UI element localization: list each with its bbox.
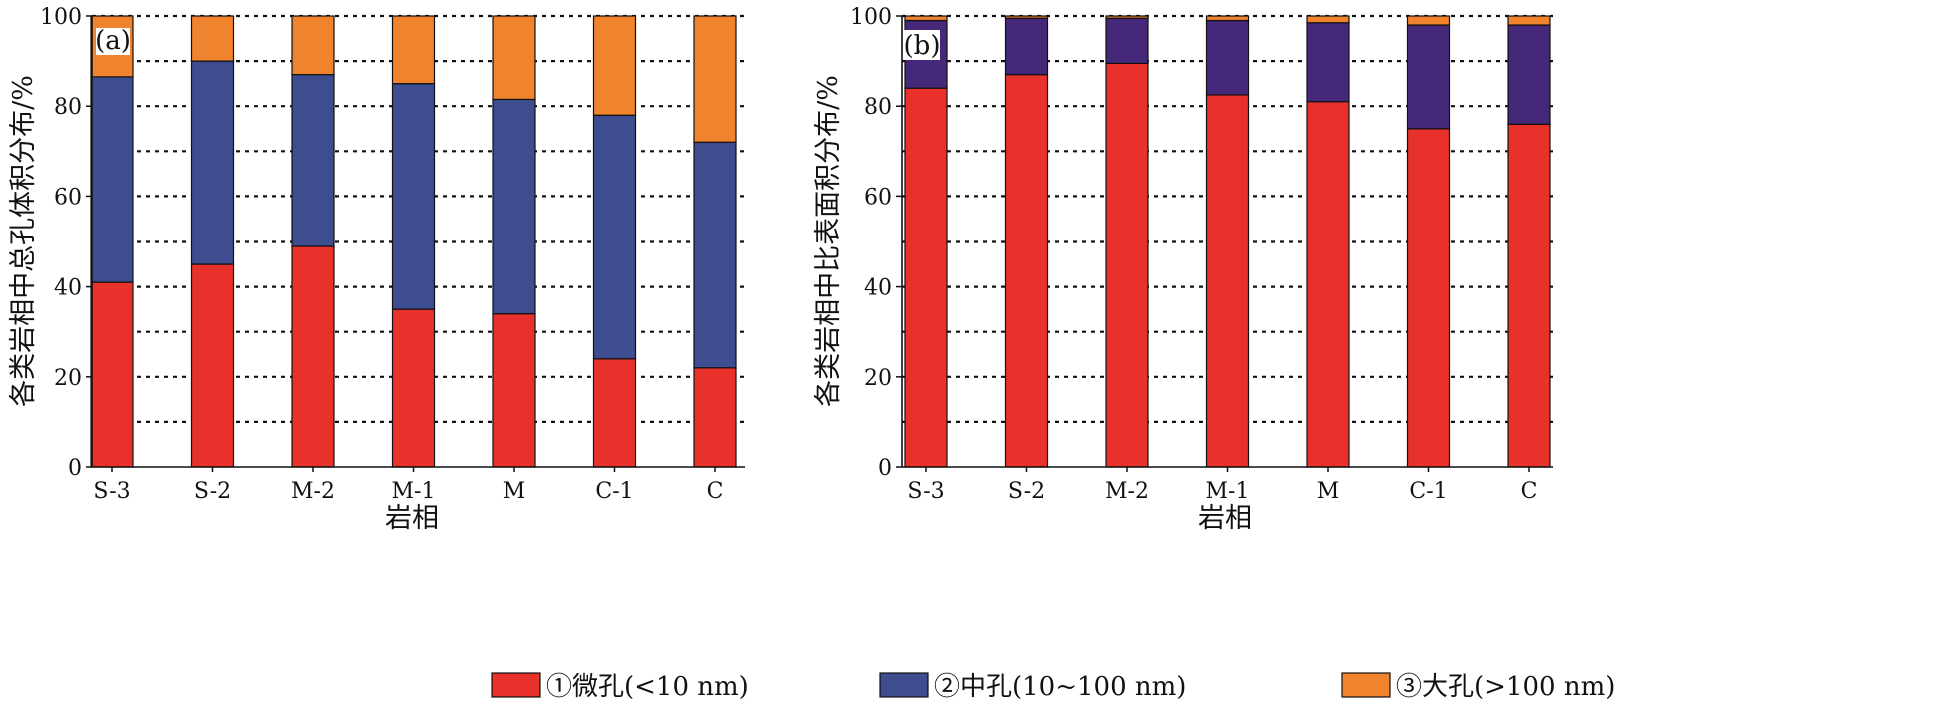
legend-label: ②中孔(10~100 nm) <box>934 672 1186 702</box>
legend-swatch <box>1341 672 1391 698</box>
legend: ①微孔(<10 nm) ②中孔(10~100 nm) ③大孔(>100 nm) <box>491 672 1615 702</box>
x-tick-label: M-2 <box>1105 479 1149 504</box>
panel-label-background <box>904 30 940 60</box>
x-tick-label: S-2 <box>194 479 231 504</box>
bar-segment <box>1205 94 1250 468</box>
bar-segment <box>291 74 335 247</box>
y-tick-label: 100 <box>850 5 892 30</box>
bar-segment <box>592 114 637 360</box>
y-tick-label: 40 <box>864 276 892 301</box>
panel-b-chart: S-3 S-2 M-2 M-1 M C-1 C 0 20 40 60 80 100 各类岩相中比表面积分布… <box>813 5 1553 534</box>
bar-segment <box>1406 24 1451 130</box>
y-tick-label: 80 <box>54 95 82 120</box>
x-tick-label: C <box>1521 479 1538 504</box>
x-tick-label: M-1 <box>392 479 436 504</box>
bar-segment <box>1406 128 1451 468</box>
bar-segment <box>492 15 536 101</box>
bar-segment <box>1205 19 1250 96</box>
bar-segment <box>190 15 235 62</box>
legend-label: ③大孔(>100 nm) <box>1396 672 1615 702</box>
bar-segment <box>1105 15 1149 19</box>
x-tick-label: S-3 <box>93 479 130 504</box>
y-tick-label: 20 <box>54 366 82 391</box>
bar-segment <box>391 308 436 468</box>
bar-segment <box>1105 62 1149 468</box>
bar-segment <box>1306 22 1350 103</box>
y-tick-label: 60 <box>864 185 892 210</box>
y-tick-label: 20 <box>864 366 892 391</box>
y-tick-label: 100 <box>40 5 82 30</box>
bar-segment <box>90 281 134 468</box>
bar-segment <box>492 98 536 315</box>
bar-segment <box>90 76 134 283</box>
bar-segment <box>1507 24 1551 125</box>
y-axis-title: 各类岩相中总孔体积分布/% <box>8 75 39 407</box>
bar-segment <box>190 263 235 468</box>
bar-segment <box>492 313 536 468</box>
x-tick-label: S-3 <box>907 479 944 504</box>
y-tick-label: 40 <box>54 276 82 301</box>
bar-segment <box>1507 15 1551 26</box>
legend-swatch <box>491 672 541 698</box>
bar-segment <box>1205 15 1250 22</box>
x-tick-label: M-1 <box>1206 479 1250 504</box>
x-tick-label: M <box>503 479 526 504</box>
bar-segment <box>291 15 335 76</box>
bar-segment <box>693 367 737 468</box>
panel-a-chart: S-3 S-2 M-2 M-1 M C-1 C 0 20 40 60 80 100 各类岩相中总孔体积分布… <box>8 5 745 534</box>
bar-segment <box>1306 15 1350 24</box>
bar-segment <box>693 141 737 369</box>
x-tick-label: C-1 <box>1409 479 1447 504</box>
y-tick-label: 80 <box>864 95 892 120</box>
panel-label: (b) <box>904 31 941 61</box>
x-tick-label: M <box>1317 479 1340 504</box>
x-tick-label: S-2 <box>1008 479 1045 504</box>
bar-segment <box>904 15 948 22</box>
bar-segment <box>1507 123 1551 468</box>
bar-segment <box>693 15 737 143</box>
bar-segment <box>190 60 235 265</box>
x-tick-label: C <box>707 479 724 504</box>
y-axis-title: 各类岩相中比表面积分布/% <box>813 75 844 407</box>
bar-segment <box>1004 15 1049 19</box>
bar-segment <box>904 87 948 468</box>
bar-segment <box>1105 17 1149 64</box>
bar-segment <box>391 15 436 85</box>
panel-label: (a) <box>95 26 131 56</box>
bar-segment <box>391 83 436 310</box>
x-axis-title: 岩相 <box>385 503 439 534</box>
x-tick-label: C-1 <box>595 479 633 504</box>
bar-segment <box>592 15 637 116</box>
bar-segment <box>592 358 637 468</box>
y-tick-label: 0 <box>878 456 892 481</box>
panel-label-background <box>96 28 130 55</box>
legend-label: ①微孔(<10 nm) <box>546 672 749 702</box>
bar-segment <box>1306 101 1350 468</box>
y-tick-label: 60 <box>54 185 82 210</box>
x-axis-title: 岩相 <box>1198 503 1252 534</box>
bar-segment <box>1004 17 1049 76</box>
bar-segment <box>1406 15 1451 26</box>
y-tick-label: 0 <box>68 456 82 481</box>
bar-segment <box>1004 74 1049 468</box>
legend-swatch <box>879 672 929 698</box>
x-tick-label: M-2 <box>291 479 335 504</box>
bar-segment <box>291 245 335 468</box>
